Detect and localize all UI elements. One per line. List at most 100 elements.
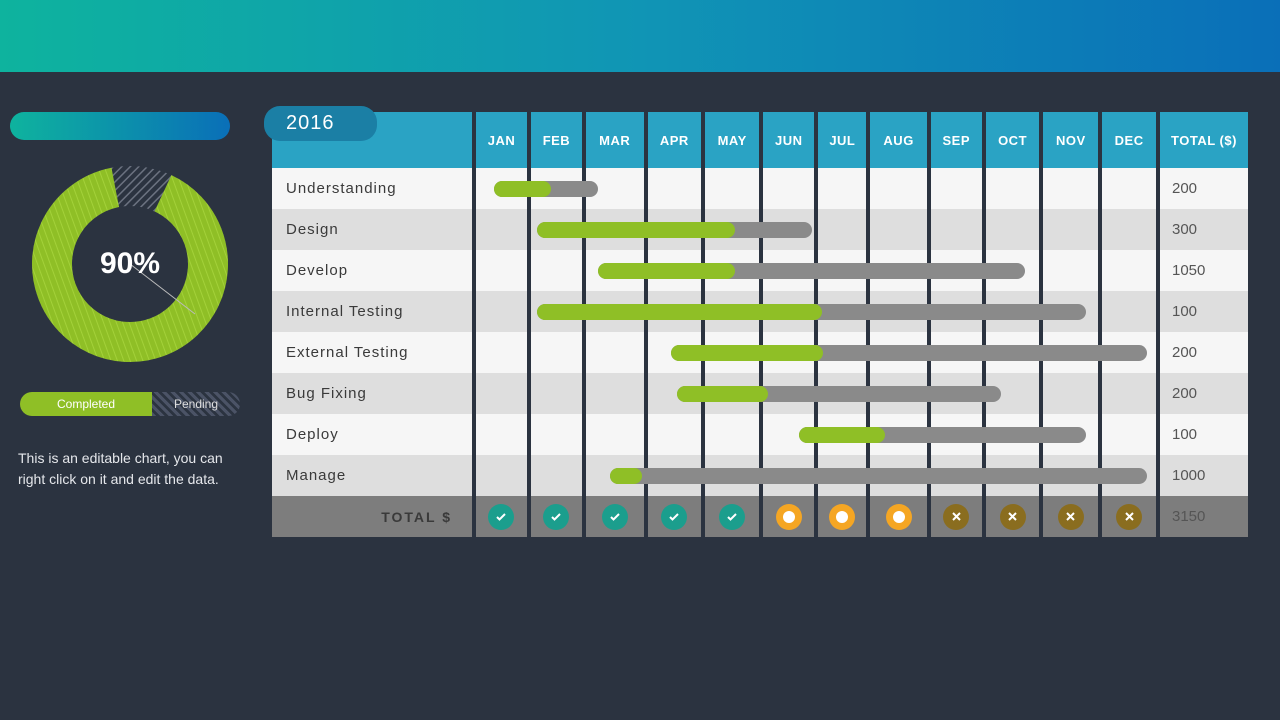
task-total: 1050	[1160, 250, 1248, 291]
task-cell	[476, 250, 527, 291]
task-cell	[586, 291, 644, 332]
table-row: Manage1000	[272, 455, 1248, 496]
task-cell	[1043, 209, 1098, 250]
footer-status-cell	[818, 496, 866, 537]
table-row: Design300	[272, 209, 1248, 250]
task-total: 200	[1160, 168, 1248, 209]
task-cell	[1043, 414, 1098, 455]
task-cell	[870, 250, 926, 291]
footer-label: TOTAL $	[272, 496, 472, 537]
footer-status-cell	[763, 496, 814, 537]
task-total: 200	[1160, 373, 1248, 414]
task-cell	[870, 455, 926, 496]
task-cell	[818, 373, 866, 414]
sidebar: 90% Completed Pending This is an editabl…	[10, 112, 250, 537]
task-cell	[648, 373, 702, 414]
task-cell	[763, 250, 814, 291]
task-cell	[1043, 373, 1098, 414]
donut-percent-label: 90%	[100, 247, 160, 281]
task-cell	[705, 373, 759, 414]
header-month: DEC	[1102, 112, 1156, 168]
task-cell	[870, 373, 926, 414]
header-total: TOTAL ($)	[1160, 112, 1248, 168]
year-tab: 2016	[264, 106, 377, 141]
task-cell	[1043, 332, 1098, 373]
table-row: External Testing200	[272, 332, 1248, 373]
task-cell	[531, 168, 582, 209]
footer-status-cell	[1043, 496, 1098, 537]
status-check-icon	[543, 504, 569, 530]
task-cell	[1102, 250, 1156, 291]
task-cell	[931, 332, 982, 373]
header-month: JAN	[476, 112, 527, 168]
task-cell	[648, 168, 702, 209]
task-name: External Testing	[272, 332, 472, 373]
legend-completed: Completed	[20, 392, 152, 416]
task-cell	[986, 250, 1040, 291]
task-cell	[986, 209, 1040, 250]
task-cell	[1102, 291, 1156, 332]
task-cell	[476, 373, 527, 414]
status-check-icon	[661, 504, 687, 530]
task-cell	[931, 168, 982, 209]
task-cell	[705, 455, 759, 496]
task-name: Develop	[272, 250, 472, 291]
task-cell	[476, 291, 527, 332]
task-cell	[870, 414, 926, 455]
header-month: APR	[648, 112, 702, 168]
task-cell	[586, 414, 644, 455]
status-cross-icon	[1000, 504, 1026, 530]
task-cell	[763, 209, 814, 250]
task-name: Understanding	[272, 168, 472, 209]
task-cell	[986, 332, 1040, 373]
footer-status-cell	[705, 496, 759, 537]
task-cell	[931, 414, 982, 455]
legend: Completed Pending	[20, 392, 240, 416]
task-cell	[648, 250, 702, 291]
task-total: 300	[1160, 209, 1248, 250]
task-cell	[531, 291, 582, 332]
task-cell	[1043, 291, 1098, 332]
task-cell	[531, 332, 582, 373]
task-cell	[818, 168, 866, 209]
header-gradient-band	[0, 0, 1280, 72]
task-cell	[476, 414, 527, 455]
status-check-icon	[719, 504, 745, 530]
task-cell	[1043, 250, 1098, 291]
task-cell	[818, 209, 866, 250]
task-cell	[870, 332, 926, 373]
donut-chart: 90%	[30, 164, 230, 364]
header-month: OCT	[986, 112, 1040, 168]
task-cell	[1043, 168, 1098, 209]
table-row: Bug Fixing200	[272, 373, 1248, 414]
task-cell	[586, 373, 644, 414]
footer-row: TOTAL $ 3150	[272, 496, 1248, 537]
task-cell	[1102, 455, 1156, 496]
task-name: Manage	[272, 455, 472, 496]
footer-status-cell	[648, 496, 702, 537]
header-month: SEP	[931, 112, 982, 168]
grand-total: 3150	[1160, 496, 1248, 537]
task-cell	[818, 250, 866, 291]
task-cell	[763, 455, 814, 496]
task-cell	[931, 291, 982, 332]
task-cell	[931, 455, 982, 496]
task-cell	[705, 332, 759, 373]
task-cell	[531, 455, 582, 496]
header-month: JUN	[763, 112, 814, 168]
status-pending-icon	[829, 504, 855, 530]
gantt-chart[interactable]: 2016 JANFEBMARAPRMAYJUNJULAUGSEPOCTNOVDE…	[268, 112, 1252, 537]
header-month: AUG	[870, 112, 926, 168]
footer-status-cell	[586, 496, 644, 537]
task-cell	[763, 332, 814, 373]
task-cell	[1043, 455, 1098, 496]
task-cell	[531, 209, 582, 250]
task-cell	[931, 209, 982, 250]
legend-pending: Pending	[152, 392, 240, 416]
task-cell	[986, 414, 1040, 455]
task-cell	[818, 414, 866, 455]
task-cell	[531, 373, 582, 414]
status-pending-icon	[886, 504, 912, 530]
task-total: 100	[1160, 414, 1248, 455]
gantt-table: JANFEBMARAPRMAYJUNJULAUGSEPOCTNOVDECTOTA…	[268, 112, 1252, 537]
